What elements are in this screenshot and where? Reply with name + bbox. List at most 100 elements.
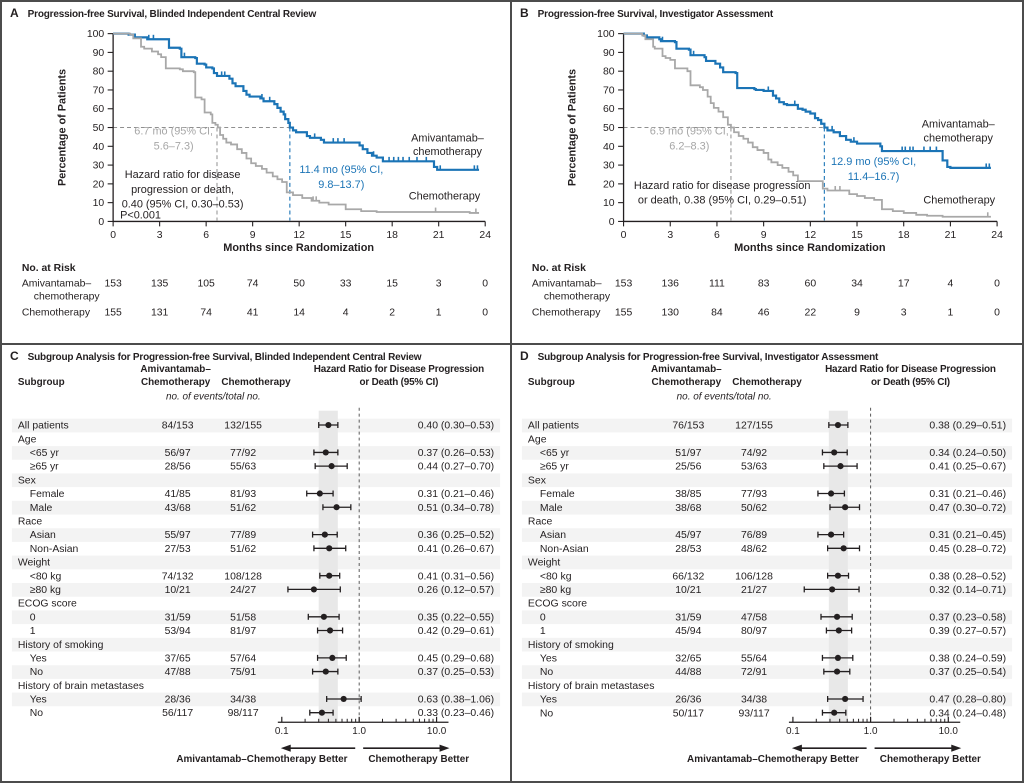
subgroup-category-label: History of brain metastases <box>528 681 655 692</box>
col-header-arm1: Amivantamab– <box>140 364 211 375</box>
svg-text:9: 9 <box>761 230 767 241</box>
col-header-subgroup: Subgroup <box>528 377 575 388</box>
arm1-events: 38/68 <box>675 503 701 514</box>
hr-ci-text: 0.34 (0.24–0.48) <box>929 708 1006 719</box>
km-curve-amivantamab <box>113 32 480 171</box>
hazard-ratio-annotation: or death, 0.38 (95% CI, 0.29–0.51) <box>638 195 807 207</box>
hr-point <box>827 531 835 538</box>
arm2-events: 75/91 <box>230 667 256 678</box>
subgroup-row-label: 0 <box>30 612 36 623</box>
hr-point <box>329 654 336 661</box>
hr-point <box>340 695 347 703</box>
hazard-ratio-annotation: progression or death, <box>131 184 234 196</box>
at-risk-value: 153 <box>615 279 633 290</box>
median-blue-annotation: 9.8–13.7) <box>318 179 364 191</box>
hr-ci-text: 0.34 (0.24–0.50) <box>929 448 1006 459</box>
arm1-events: 45/97 <box>675 530 701 541</box>
hr-ci-text: 0.41 (0.25–0.67) <box>929 462 1006 473</box>
at-risk-value: 4 <box>947 279 953 290</box>
arm2-events: 51/58 <box>230 612 256 623</box>
subgroup-category-label: Age <box>528 434 547 445</box>
panel-c-title: C Subgroup Analysis for Progression-free… <box>10 349 422 363</box>
subgroup-row-label: Non-Asian <box>540 544 589 555</box>
arm1-events: 56/97 <box>165 448 191 459</box>
at-risk-heading: No. at Risk <box>532 263 586 274</box>
svg-text:50: 50 <box>603 123 615 134</box>
hr-point <box>321 531 328 538</box>
subgroup-row-label: Non-Asian <box>30 544 79 555</box>
hr-point <box>834 421 842 429</box>
at-risk-value: 60 <box>805 279 817 290</box>
at-risk-row-label: Amivantamab– <box>532 279 602 290</box>
arm2-events: 76/89 <box>741 530 767 541</box>
arm1-events: 37/65 <box>165 653 191 664</box>
subgroup-row-label: Asian <box>540 530 566 541</box>
subgroup-row-label: Asian <box>30 530 56 541</box>
at-risk-value: 130 <box>662 307 680 318</box>
panel-a-letter: A <box>10 6 19 20</box>
arm1-events: 66/132 <box>672 571 704 582</box>
panel-b-title-text: Progression-free Survival, Investigator … <box>537 9 773 20</box>
at-risk-value: 0 <box>482 307 488 318</box>
hr-ci-text: 0.37 (0.25–0.53) <box>418 667 494 678</box>
arm1-events: 28/56 <box>165 462 191 473</box>
at-risk-value: 155 <box>104 307 122 318</box>
svg-text:90: 90 <box>93 48 105 59</box>
p-value: P<0.001 <box>120 209 161 221</box>
arm1-events: 76/153 <box>672 421 704 432</box>
hr-ci-text: 0.31 (0.21–0.46) <box>418 489 494 500</box>
hr-point <box>842 695 849 703</box>
at-risk-value: 83 <box>758 279 770 290</box>
subgroup-category-label: History of smoking <box>18 640 104 651</box>
median-gray-annotation: 6.7 mo (95% CI, <box>134 125 213 137</box>
arm1-events: 41/85 <box>165 489 191 500</box>
hr-ci-text: 0.38 (0.24–0.59) <box>929 653 1006 664</box>
arm1-events: 43/68 <box>165 503 191 514</box>
hr-ci-text: 0.37 (0.23–0.58) <box>929 612 1006 623</box>
svg-text:20: 20 <box>93 179 105 190</box>
hr-ci-text: 0.38 (0.28–0.52) <box>929 571 1006 582</box>
arm2-events: 53/63 <box>741 462 767 473</box>
median-gray-annotation: 5.6–7.3) <box>154 140 194 152</box>
panel-d-letter: D <box>520 349 529 363</box>
arm2-events: 132/155 <box>224 421 262 432</box>
subgroup-category-label: Weight <box>18 558 50 569</box>
at-risk-value: 14 <box>293 307 305 318</box>
subgroup-row-label: Yes <box>540 653 557 664</box>
subgroup-row-label: No <box>540 667 554 678</box>
subgroup-row-label: 1 <box>540 626 546 637</box>
subgroup-row-label: ≥65 yr <box>540 462 569 473</box>
at-risk-row-label: Amivantamab– <box>22 279 92 290</box>
hr-ci-text: 0.37 (0.25–0.54) <box>929 667 1006 678</box>
arm1-events: 28/36 <box>165 695 191 706</box>
arm2-events: 127/155 <box>735 421 773 432</box>
x-axis-label: Months since Randomization <box>223 242 374 254</box>
median-gray-annotation: 6.9 mo (95% CI, <box>650 125 729 137</box>
at-risk-value: 135 <box>151 279 169 290</box>
arm2-events: 81/93 <box>230 489 256 500</box>
hr-ci-text: 0.51 (0.34–0.78) <box>418 503 494 514</box>
hr-ci-text: 0.45 (0.28–0.72) <box>929 544 1006 555</box>
median-blue-annotation: 11.4–16.7) <box>848 171 900 183</box>
left-better-label: Amivantamab–Chemotherapy Better <box>687 754 859 765</box>
at-risk-heading: No. at Risk <box>22 263 76 274</box>
col-header-arm2: Chemotherapy <box>732 377 802 388</box>
panel-d-title-text: Subgroup Analysis for Progression-free S… <box>537 352 879 363</box>
at-risk-value: 155 <box>615 307 633 318</box>
events-note: no. of events/total no. <box>166 392 261 403</box>
km-curve-chemotherapy <box>113 32 480 214</box>
at-risk-value: 4 <box>343 307 349 318</box>
arm2-events: 55/64 <box>741 653 767 664</box>
hr-point <box>829 586 836 593</box>
at-risk-value: 0 <box>994 279 1000 290</box>
svg-text:40: 40 <box>93 142 105 153</box>
svg-text:18: 18 <box>898 230 910 241</box>
at-risk-value: 111 <box>709 279 725 290</box>
hr-ci-text: 0.26 (0.12–0.57) <box>418 585 494 596</box>
arm1-events: 10/21 <box>165 585 191 596</box>
hr-point <box>831 449 838 456</box>
panel-c-forest-bicr: C Subgroup Analysis for Progression-free… <box>2 345 512 781</box>
svg-text:15: 15 <box>851 230 863 241</box>
at-risk-value: 136 <box>662 279 680 290</box>
